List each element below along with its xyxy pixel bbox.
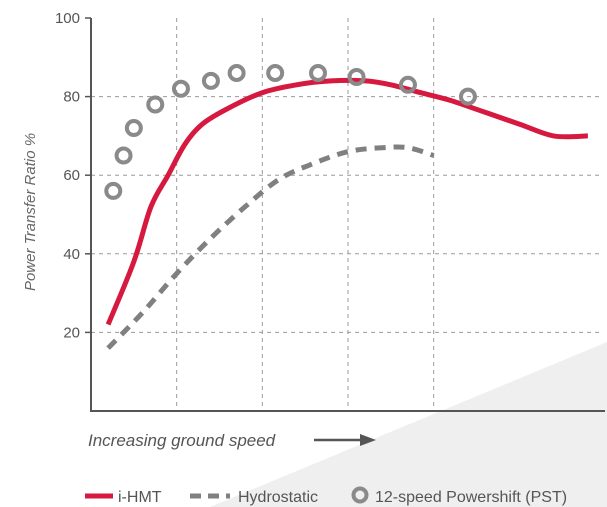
pst-point-3 — [146, 95, 165, 114]
y-tick-label-40: 40 — [63, 246, 80, 263]
y-axis-label: Power Transfer Ratio % — [22, 133, 39, 291]
pst-point-7 — [266, 64, 285, 83]
y-tick-label-60: 60 — [63, 167, 80, 184]
background-shade — [210, 342, 607, 507]
legend-label-hydrostatic: Hydrostatic — [238, 489, 318, 506]
pst-point-9 — [347, 67, 366, 86]
legend-item-ihmt: i-HMT — [85, 489, 162, 506]
legend-label-pst: 12-speed Powershift (PST) — [375, 489, 567, 506]
x-axis-label: Increasing ground speed — [88, 431, 276, 450]
hydrostatic-line — [106, 144, 435, 350]
pst-point-11 — [458, 87, 477, 106]
grid-layer — [91, 18, 600, 411]
pst-point-1 — [114, 146, 133, 165]
legend-item-pst: 12-speed Powershift (PST) — [351, 486, 567, 506]
x-direction-arrow — [314, 434, 376, 446]
pst-point-6 — [227, 64, 246, 83]
legend-item-hydrostatic: Hydrostatic — [190, 489, 318, 506]
ihmt-line — [105, 77, 588, 326]
y-tick-label-80: 80 — [63, 89, 80, 106]
pst-point-4 — [171, 79, 190, 98]
legend: i-HMT Hydrostatic 12-speed Powershift (P… — [85, 486, 567, 506]
pst-point-2 — [124, 119, 143, 138]
pst-point-5 — [201, 71, 220, 90]
pst-point-10 — [398, 75, 417, 94]
pst-point-0 — [104, 181, 123, 200]
legend-label-ihmt: i-HMT — [118, 489, 162, 506]
y-tick-labels: 20 40 60 80 100 — [55, 10, 91, 341]
y-tick-label-100: 100 — [55, 10, 80, 27]
y-tick-label-20: 20 — [63, 324, 80, 341]
legend-swatch-pst — [351, 486, 369, 504]
pst-point-8 — [309, 64, 328, 83]
series-layer — [104, 64, 588, 350]
